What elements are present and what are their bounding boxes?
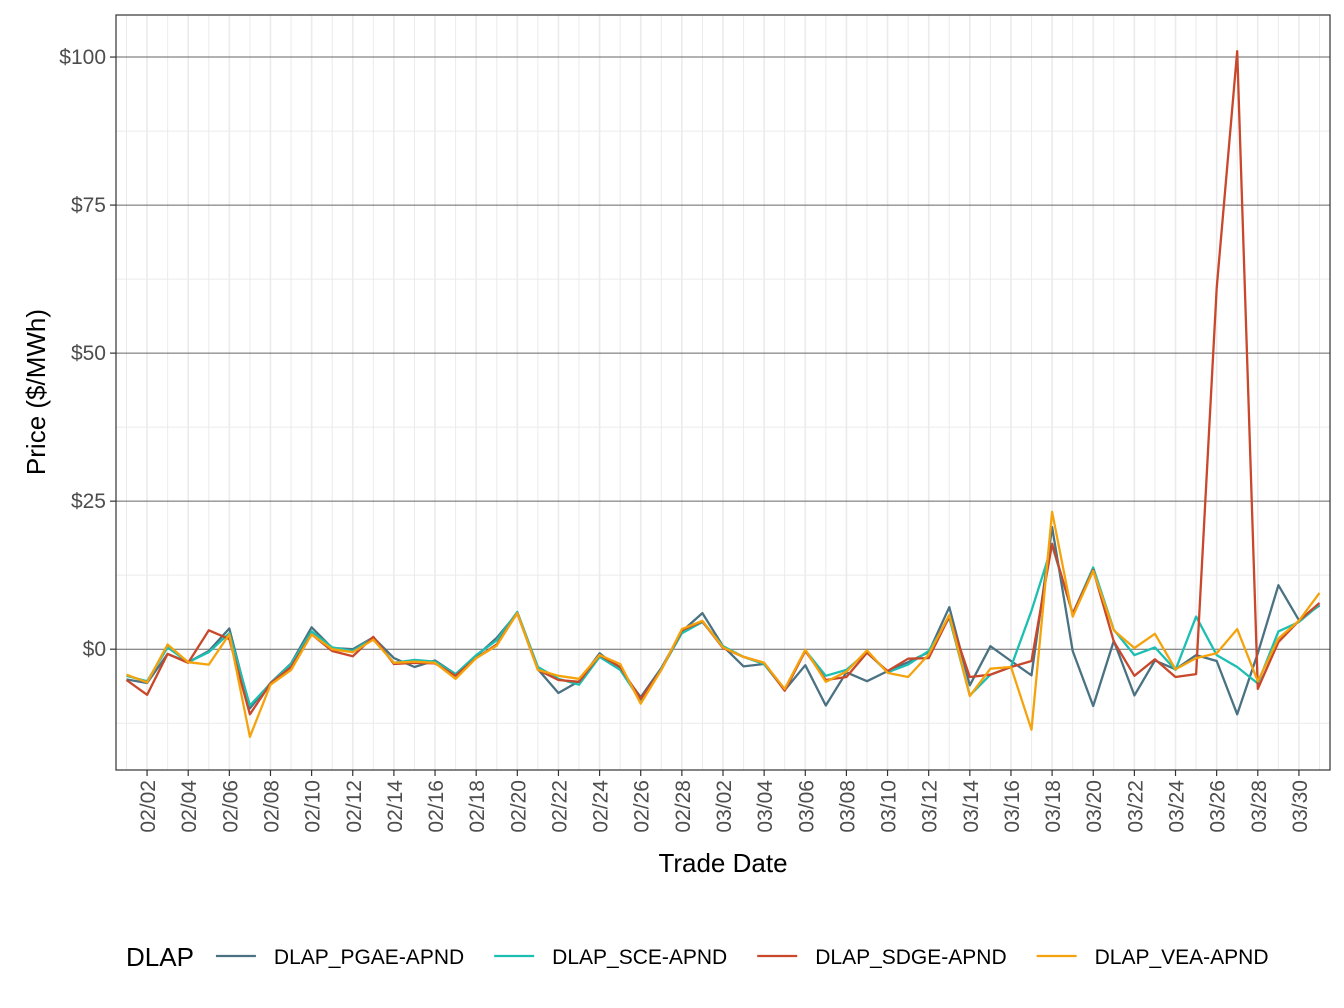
x-tick-label: 03/18 — [1042, 780, 1065, 833]
x-tick-label: 03/12 — [919, 780, 942, 833]
x-tick-label: 02/10 — [302, 780, 325, 833]
x-tick-label: 02/22 — [548, 780, 571, 833]
x-tick-label: 03/02 — [713, 780, 736, 833]
x-tick-label: 02/12 — [343, 780, 366, 833]
x-tick-label: 02/02 — [137, 780, 160, 833]
x-tick-label: 02/08 — [260, 780, 283, 833]
y-tick-label: $50 — [71, 342, 106, 365]
x-tick-label: 03/24 — [1166, 780, 1189, 833]
x-tick-label: 03/26 — [1207, 780, 1230, 833]
x-tick-label: 02/24 — [590, 780, 613, 833]
x-tick-label: 03/22 — [1124, 780, 1147, 833]
series-line — [126, 510, 1321, 738]
x-tick-label: 03/08 — [836, 780, 859, 833]
x-tick-label: 03/14 — [960, 780, 983, 833]
x-tick-label: 02/18 — [466, 780, 489, 833]
legend-text: DLAP_SDGE-APND — [815, 946, 1006, 969]
x-tick-label: 02/16 — [425, 780, 448, 833]
y-tick-label: $25 — [71, 490, 106, 513]
x-tick-label: 03/30 — [1289, 780, 1312, 833]
y-tick-label: $75 — [71, 194, 106, 217]
x-tick-label: 02/28 — [672, 780, 695, 833]
x-tick-label: 03/06 — [795, 780, 818, 833]
x-tick-label: 02/20 — [507, 780, 530, 833]
y-tick-label: $100 — [59, 46, 106, 69]
x-tick-label: 03/10 — [878, 780, 901, 833]
x-tick-label: 03/04 — [754, 780, 777, 833]
x-tick-label: 02/26 — [631, 780, 654, 833]
legend-text: DLAP_SCE-APND — [552, 946, 727, 969]
x-tick-label: 02/06 — [219, 780, 242, 833]
y-tick-label: $0 — [83, 638, 106, 661]
x-tick-label: 02/14 — [384, 780, 407, 833]
x-tick-label: 03/16 — [1001, 780, 1024, 833]
y-axis-title: Price ($/MWh) — [21, 309, 51, 475]
legend-text: DLAP_PGAE-APND — [274, 946, 464, 969]
x-axis-title: Trade Date — [658, 848, 787, 878]
x-tick-label: 03/28 — [1248, 780, 1271, 833]
plot-border — [115, 14, 1331, 771]
legend-text: DLAP_VEA-APND — [1095, 946, 1269, 969]
legend-title: DLAP — [126, 942, 194, 972]
x-tick-label: 02/04 — [178, 780, 201, 833]
x-tick-label: 03/20 — [1083, 780, 1106, 833]
